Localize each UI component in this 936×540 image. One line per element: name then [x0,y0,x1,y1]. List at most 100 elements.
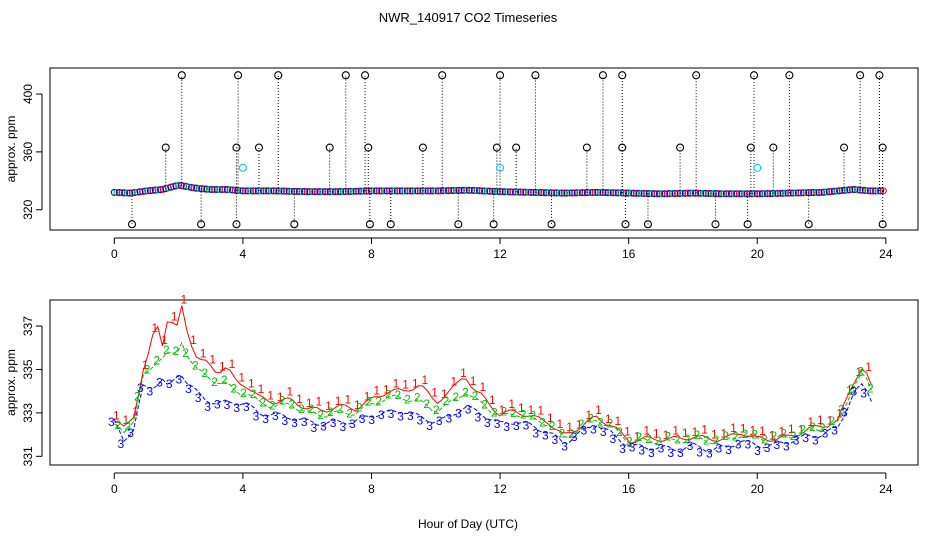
series-2-marker: 2 [472,389,479,403]
baseline-point [288,187,296,195]
series-3-marker: 3 [291,416,298,430]
series-3-marker: 3 [108,415,115,429]
baseline-point [457,186,466,194]
baseline-point [241,187,250,195]
baseline-point [239,187,247,195]
series-3-marker: 3 [658,442,665,456]
series-3-marker: 3 [706,447,713,461]
series-3-marker: 3 [696,445,703,459]
baseline-point [748,190,756,198]
baseline-point [316,188,324,196]
outlier-point [598,71,607,80]
series-3-marker: 3 [793,434,800,448]
series-2-marker: 2 [163,343,170,357]
baseline-point [470,186,478,195]
series-3-marker: 3 [677,446,684,460]
series-1-marker: 1 [817,413,824,427]
baseline-point [733,190,741,198]
series-1-marker: 1 [354,398,361,412]
baseline-point [635,189,643,197]
series-3-marker: 3 [426,419,433,433]
series-2-marker: 2 [452,390,459,404]
baseline-point [571,189,579,197]
baseline-point [362,187,370,195]
series-3-marker: 3 [301,415,308,429]
baseline-point [439,187,448,195]
baseline-point [841,186,849,194]
series-3-marker: 3 [214,397,221,411]
series-3-marker: 3 [609,432,616,446]
series-3-marker: 3 [764,441,771,455]
series-3-marker: 3 [754,444,761,458]
baseline-point [352,187,360,195]
series-2-marker: 2 [761,432,768,446]
cyan-point [496,163,505,172]
series-2-marker: 2 [153,353,160,367]
baseline-point [864,187,872,195]
baseline-point [383,187,391,195]
baseline-point [236,187,244,195]
outlier-point [692,71,701,80]
series-2-marker: 2 [231,381,238,395]
y-axis-title: approx. ppm [4,349,18,416]
baseline-point [591,188,599,196]
plot-frame [49,67,919,231]
baseline-point [203,185,211,193]
baseline-point [434,187,442,195]
baseline-point [205,185,214,193]
series-1-marker: 1 [267,389,274,403]
outlier-point [676,143,685,152]
series-line [114,341,872,445]
series-2-marker: 2 [211,375,218,389]
y-axis: 331 333 335 337 [21,316,43,466]
baseline-point [720,190,728,198]
baseline-point [828,187,836,196]
outlier-point [878,143,887,152]
y-tick-label: 337 [21,316,35,336]
series-3-marker: 3 [253,410,260,424]
series-2-marker: 2 [867,381,874,395]
series-1-marker: 1 [460,366,467,380]
baseline-point [532,188,540,197]
baseline-point [537,189,545,197]
baseline-point [110,188,118,196]
baseline-point [810,189,818,197]
baseline-point [818,188,826,196]
baseline-point [208,185,216,194]
baseline-point [789,189,797,197]
baseline-point [409,187,417,195]
series-3-marker: 3 [822,426,829,440]
series-3-marker: 3 [860,387,867,401]
series-2-marker: 2 [221,373,228,387]
baseline-point [301,188,309,196]
baseline-point [578,189,586,197]
series-1-marker: 1 [364,389,371,403]
series-1-marker: 1 [470,374,477,388]
series-2-marker: 2 [491,406,498,420]
series-1-marker: 1 [740,422,747,436]
baseline-point [121,189,129,197]
series-2-marker: 2 [693,428,700,442]
baseline-point [514,188,522,196]
cyan-point [753,163,762,172]
baseline-point [735,190,743,198]
series-2-marker: 2 [819,421,826,435]
outlier-point [531,71,540,80]
series-1-marker: 1 [865,360,872,374]
baseline-point [424,187,432,195]
series-2-marker: 2 [674,433,681,447]
series-1-marker: 1 [798,423,805,437]
outlier-point [496,71,505,80]
series-1-marker: 1 [672,423,679,437]
series-2-marker: 2 [722,429,729,443]
baseline-point [396,187,404,195]
series-1-marker: 1 [788,422,795,436]
baseline-point [648,190,656,198]
baseline-point [565,189,574,197]
series-2-marker: 2 [385,387,392,401]
baseline-point [190,184,198,192]
baseline-point [630,189,638,197]
